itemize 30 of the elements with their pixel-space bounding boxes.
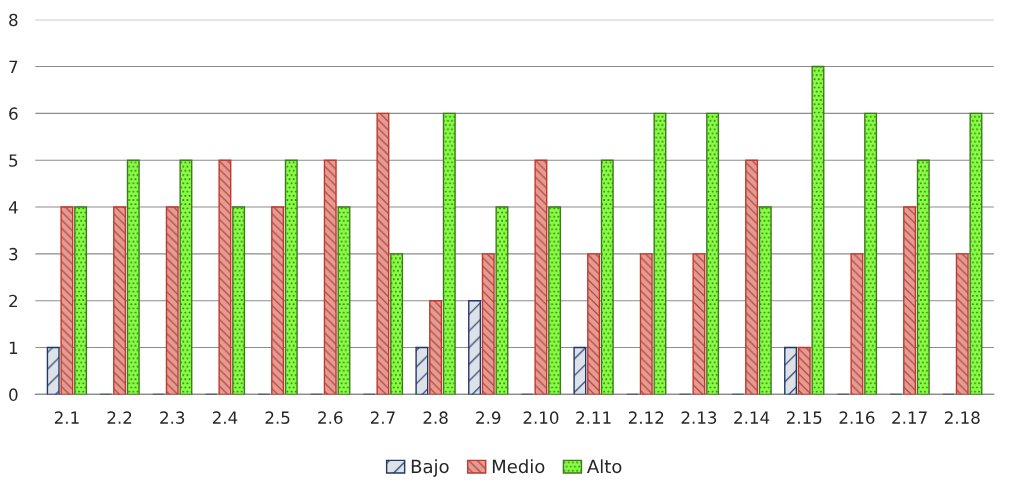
x-tick-label: 2.16 <box>839 411 875 424</box>
y-tick-label: 4 <box>8 201 18 214</box>
y-tick-label: 1 <box>9 341 18 354</box>
y-tick-label: 5 <box>9 154 18 167</box>
y-tick-label: 7 <box>9 60 18 73</box>
x-tick-label: 2.8 <box>423 411 448 424</box>
legend-label: Bajo <box>411 459 449 477</box>
x-tick-label: 2.2 <box>107 411 132 424</box>
y-tick-label: 0 <box>9 388 18 401</box>
y-tick-label: 6 <box>9 107 18 120</box>
x-tick-label: 2.9 <box>476 411 501 424</box>
x-tick-label: 2.5 <box>265 411 290 424</box>
legend-label: Medio <box>492 459 545 474</box>
x-tick-label: 2.1 <box>54 411 79 424</box>
x-tick-label: 2.18 <box>944 411 980 424</box>
x-tick-label: 2.12 <box>628 411 664 424</box>
x-tick-label: 2.4 <box>212 411 238 424</box>
x-tick-label: 2.7 <box>370 411 395 424</box>
legend-label: Alto <box>587 459 622 474</box>
x-tick-label: 2.17 <box>892 411 927 424</box>
x-tick-label: 2.3 <box>160 411 185 424</box>
y-tick-label: 3 <box>9 247 18 261</box>
y-tick-label: 2 <box>9 294 17 308</box>
x-tick-label: 2.13 <box>681 411 717 424</box>
x-tick-label: 2.15 <box>786 411 822 424</box>
x-tick-label: 2.10 <box>523 411 559 424</box>
x-tick-label: 2.6 <box>318 411 343 424</box>
y-tick-label: 8 <box>9 13 18 27</box>
x-tick-label: 2.14 <box>734 411 770 424</box>
x-tick-label: 2.11 <box>576 411 611 424</box>
